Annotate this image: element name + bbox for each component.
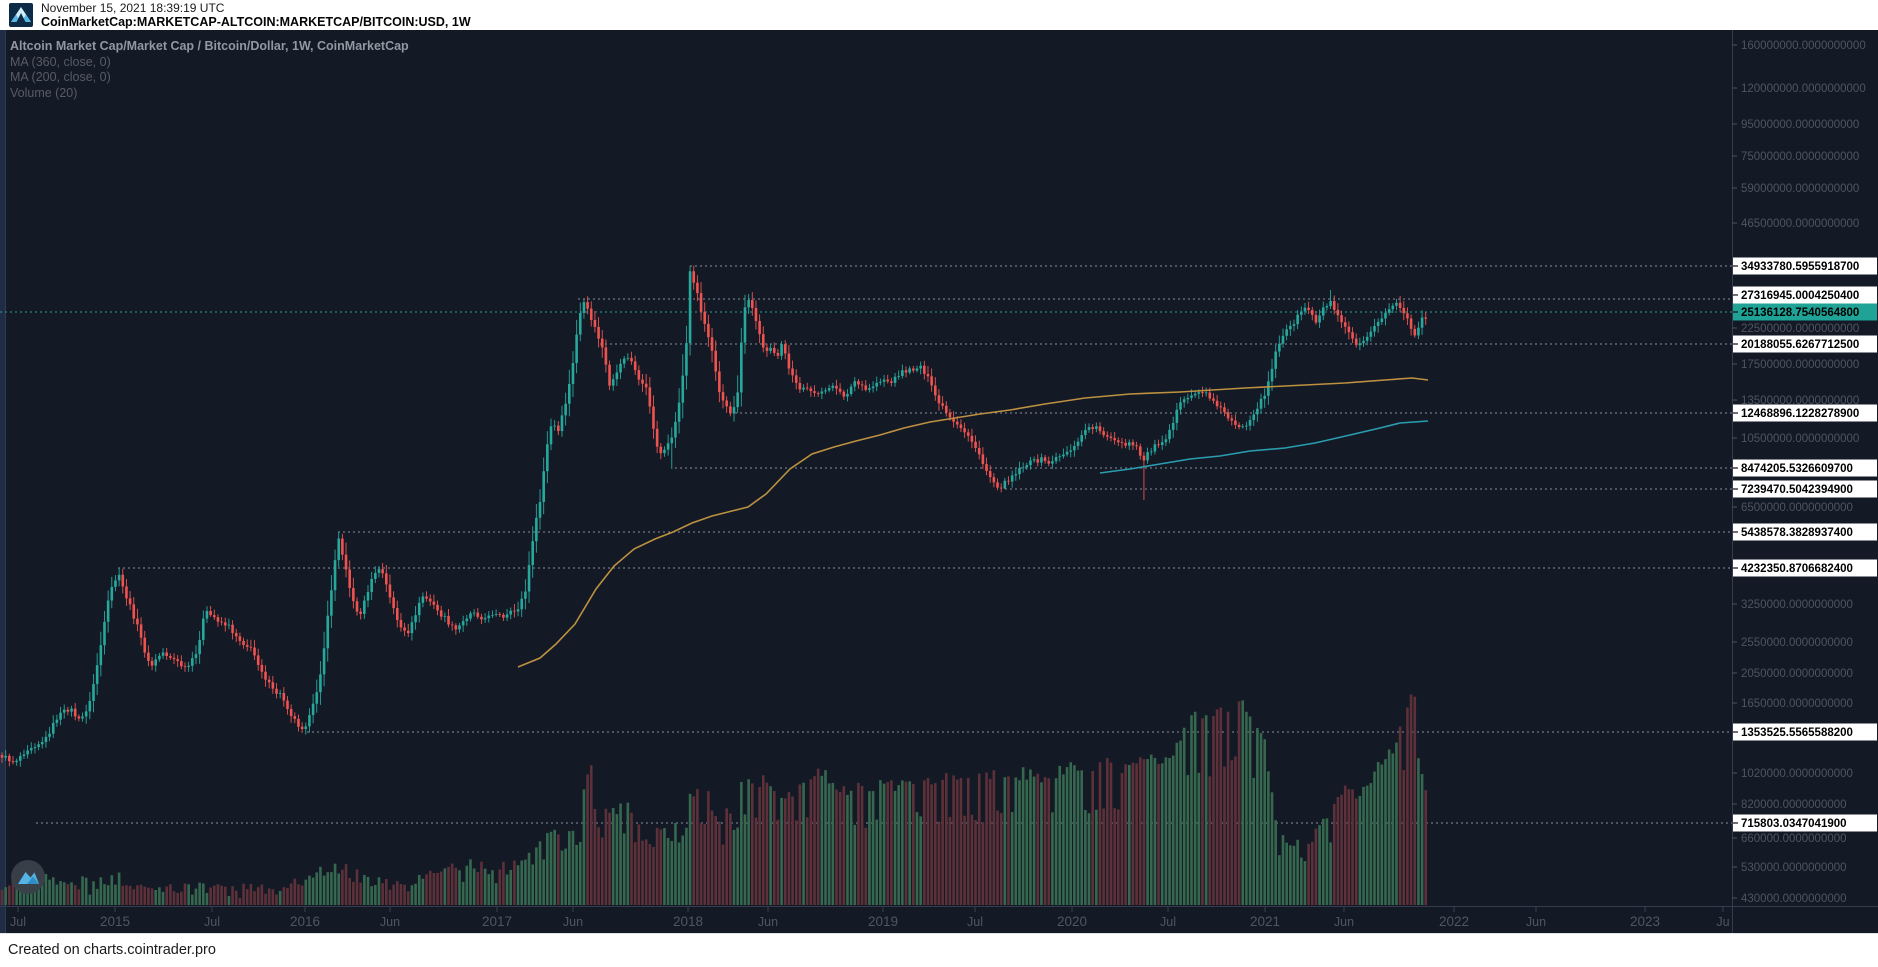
price-axis-ticks[interactable]: 160000000.0000000000 120000000.0000000000…	[1732, 40, 1866, 905]
svg-text:4232350.8706682400: 4232350.8706682400	[1741, 563, 1853, 575]
svg-text:1353525.5565588200: 1353525.5565588200	[1741, 727, 1853, 739]
svg-text:Jul: Jul	[1160, 915, 1176, 929]
svg-text:Ju: Ju	[1716, 915, 1729, 929]
svg-text:2021: 2021	[1250, 914, 1280, 929]
svg-text:7239470.5042394900: 7239470.5042394900	[1741, 484, 1853, 496]
svg-text:2019: 2019	[868, 914, 898, 929]
footer-credit: Created on charts.cointrader.pro	[8, 942, 216, 958]
svg-text:2023: 2023	[1630, 914, 1660, 929]
svg-text:1650000.0000000000: 1650000.0000000000	[1741, 698, 1853, 710]
header-symbol: CoinMarketCap:MARKETCAP-ALTCOIN:MARKETCA…	[41, 15, 471, 29]
time-axis[interactable]: Jul 2015 Jul 2016 Jun 2017 Jun 2018 Jun 2019 Jul 20…	[10, 907, 1730, 929]
svg-text:34933780.5955918700: 34933780.5955918700	[1741, 261, 1859, 273]
svg-text:2022: 2022	[1439, 914, 1469, 929]
app-logo-icon	[9, 3, 33, 27]
svg-text:2050000.0000000000: 2050000.0000000000	[1741, 668, 1853, 680]
svg-text:25136128.7540564800: 25136128.7540564800	[1741, 307, 1859, 319]
svg-text:8474205.5326609700: 8474205.5326609700	[1741, 463, 1853, 475]
svg-text:660000.0000000000: 660000.0000000000	[1741, 833, 1847, 845]
svg-text:75000000.0000000000: 75000000.0000000000	[1741, 151, 1859, 163]
footer-bar: Created on charts.cointrader.pro	[0, 933, 1878, 967]
price-axis-boxes: 34933780.5955918700 27316945.0004250400 25…	[1733, 257, 1877, 832]
svg-text:13500000.0000000000: 13500000.0000000000	[1741, 395, 1859, 407]
svg-text:46500000.0000000000: 46500000.0000000000	[1741, 218, 1859, 230]
svg-text:530000.0000000000: 530000.0000000000	[1741, 862, 1847, 874]
svg-text:27316945.0004250400: 27316945.0004250400	[1741, 290, 1859, 302]
svg-text:20188055.6267712500: 20188055.6267712500	[1741, 339, 1859, 351]
header-bar: November 15, 2021 18:39:19 UTC CoinMarke…	[0, 0, 1878, 30]
svg-text:Jun: Jun	[758, 915, 778, 929]
svg-text:59000000.0000000000: 59000000.0000000000	[1741, 183, 1859, 195]
svg-text:17500000.0000000000: 17500000.0000000000	[1741, 359, 1859, 371]
svg-text:430000.0000000000: 430000.0000000000	[1741, 893, 1847, 905]
chart-area[interactable]: 160000000.0000000000 120000000.0000000000…	[0, 30, 1878, 933]
svg-text:2020: 2020	[1057, 914, 1087, 929]
svg-text:2017: 2017	[482, 914, 512, 929]
svg-text:6500000.0000000000: 6500000.0000000000	[1741, 502, 1853, 514]
level-lines	[0, 265, 1732, 824]
svg-text:820000.0000000000: 820000.0000000000	[1741, 799, 1847, 811]
svg-text:Jun: Jun	[1334, 915, 1354, 929]
svg-text:Jun: Jun	[380, 915, 400, 929]
svg-text:Jun: Jun	[1526, 915, 1546, 929]
chart-canvas[interactable]: 160000000.0000000000 120000000.0000000000…	[0, 30, 1878, 933]
svg-text:2018: 2018	[673, 914, 703, 929]
svg-text:Jul: Jul	[967, 915, 983, 929]
svg-text:Jul: Jul	[204, 915, 220, 929]
svg-text:Jul: Jul	[10, 915, 26, 929]
ma360-line	[517, 377, 1429, 668]
svg-text:120000000.0000000000: 120000000.0000000000	[1741, 83, 1866, 95]
svg-text:2550000.0000000000: 2550000.0000000000	[1741, 637, 1853, 649]
volume-bars	[0, 694, 1428, 905]
svg-text:22500000.0000000000: 22500000.0000000000	[1741, 323, 1859, 335]
svg-text:715803.0347041900: 715803.0347041900	[1741, 818, 1847, 830]
ma200-line	[1099, 420, 1429, 474]
svg-text:5438578.3828937400: 5438578.3828937400	[1741, 527, 1853, 539]
candles	[0, 265, 1428, 767]
header-timestamp: November 15, 2021 18:39:19 UTC	[41, 1, 225, 15]
svg-text:95000000.0000000000: 95000000.0000000000	[1741, 119, 1859, 131]
svg-text:10500000.0000000000: 10500000.0000000000	[1741, 433, 1859, 445]
svg-text:160000000.0000000000: 160000000.0000000000	[1741, 40, 1866, 52]
svg-text:Jun: Jun	[563, 915, 583, 929]
svg-text:2015: 2015	[100, 914, 130, 929]
svg-text:3250000.0000000000: 3250000.0000000000	[1741, 599, 1853, 611]
svg-text:2016: 2016	[290, 914, 320, 929]
svg-text:1020000.0000000000: 1020000.0000000000	[1741, 768, 1853, 780]
svg-text:12468896.1228278900: 12468896.1228278900	[1741, 408, 1859, 420]
watermark-logo-icon	[11, 860, 45, 894]
